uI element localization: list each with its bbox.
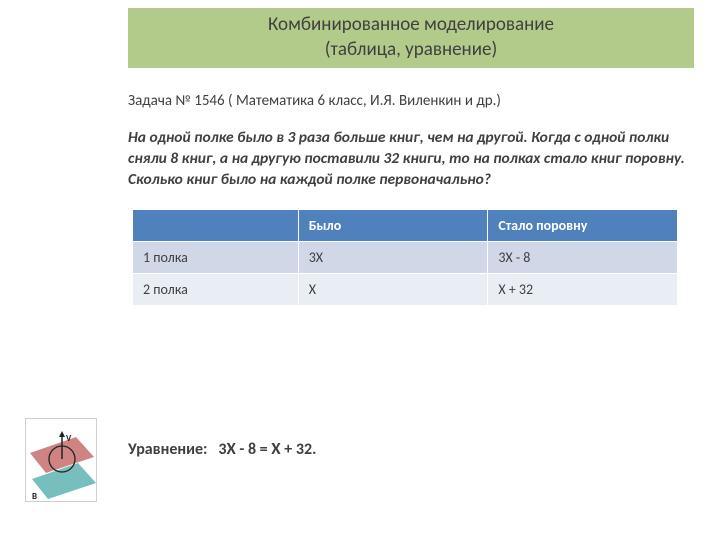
col-header-empty (133, 209, 299, 241)
title-text: Комбинированное моделирование(таблица, у… (268, 13, 554, 62)
cell-became: 3Х - 8 (488, 241, 678, 273)
cell-was: Х (298, 273, 488, 305)
bottom-plane (32, 463, 96, 499)
col-header-became: Стало поровну (488, 209, 678, 241)
content-area: Задача № 1546 ( Математика 6 класс, И.Я.… (128, 92, 694, 306)
arrowhead-icon (59, 431, 65, 437)
row-label: 2 полка (133, 273, 299, 305)
model-table: Было Стало поровну 1 полка 3Х 3Х - 8 2 п… (132, 209, 678, 306)
eq-part: + 32. (281, 440, 317, 459)
row-label: 1 полка (133, 241, 299, 273)
col-header-was: Было (298, 209, 488, 241)
problem-statement: На одной полке было в 3 раза больше книг… (128, 128, 694, 191)
physics-planes-icon: V B (25, 418, 97, 502)
field-label: B (32, 491, 37, 502)
eq-part: - 8 = (236, 440, 271, 459)
equation-line: Уравнение: 3Х - 8 = Х + 32. (128, 438, 316, 459)
cell-became: Х + 32 (488, 273, 678, 305)
table-row: 1 полка 3Х 3Х - 8 (133, 241, 678, 273)
table-row: 2 полка Х Х + 32 (133, 273, 678, 305)
table-header-row: Было Стало поровну (133, 209, 678, 241)
title-banner: Комбинированное моделирование(таблица, у… (128, 8, 694, 68)
equation-label: Уравнение: (128, 440, 207, 459)
cell-was: 3Х (298, 241, 488, 273)
vector-label: V (66, 433, 72, 444)
eq-part: Х (226, 438, 235, 459)
eq-part: Х (271, 438, 280, 459)
problem-reference: Задача № 1546 ( Математика 6 класс, И.Я.… (128, 92, 694, 110)
